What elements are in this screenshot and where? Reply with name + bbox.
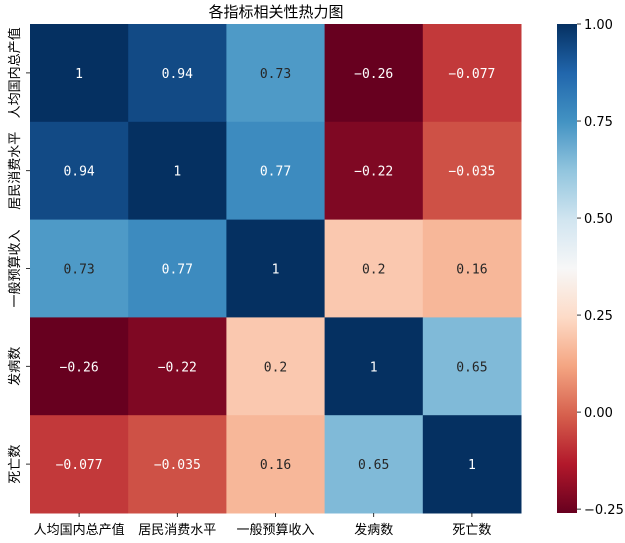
x-tick-label-3: 发病数	[354, 522, 393, 538]
cell-value-r2-c2: 1	[272, 263, 280, 278]
heatmap-cell-r4-c1	[128, 415, 227, 514]
heatmap-cell-r3-c1	[128, 317, 227, 416]
y-tick-label-2: 一般预算收入	[7, 229, 23, 307]
y-tick-label-3: 发病数	[7, 347, 23, 386]
cell-value-r3-c4: 0.65	[456, 360, 487, 375]
heatmap-cell-r0-c4	[422, 24, 522, 123]
cell-value-r0-c2: 0.73	[260, 67, 291, 82]
cell-value-r0-c1: 0.94	[162, 67, 193, 82]
cell-value-r0-c3: −0.26	[354, 67, 393, 82]
cell-value-r1-c4: −0.035	[448, 165, 495, 180]
cell-value-r0-c0: 1	[75, 67, 83, 82]
heatmap-cells: 1 0.94 0.73 −0.26 −0.077 0.94 1 0.77 −0.22 −0.035…	[30, 24, 522, 514]
colorbar-tick-label-1: 0.75	[584, 115, 613, 130]
heatmap-cell-r2-c4	[422, 219, 522, 318]
heatmap-cell-r4-c3	[324, 415, 424, 514]
cell-value-r2-c4: 0.16	[456, 263, 487, 278]
colorbar-gradient	[557, 24, 577, 513]
cell-value-r4-c2: 0.16	[260, 458, 291, 473]
heatmap-cell-r3-c3	[324, 317, 424, 416]
heatmap-cell-r2-c0	[30, 219, 129, 318]
heatmap-cell-r3-c2	[226, 317, 326, 416]
cell-value-r4-c0: −0.077	[56, 458, 103, 473]
colorbar-tick-label-2: 0.50	[584, 212, 613, 227]
heatmap-cell-r3-c4	[422, 317, 522, 416]
cell-value-r2-c1: 0.77	[162, 263, 193, 278]
heatmap-cell-r1-c1	[128, 121, 227, 221]
heatmap-cell-r1-c2	[226, 121, 326, 221]
x-axis-ticks: 人均国内总产值 居民消费水平 一般预算收入 发病数 死亡数	[34, 513, 491, 538]
cell-value-r3-c3: 1	[370, 360, 378, 375]
heatmap-cell-r2-c1	[128, 219, 227, 318]
cell-value-r1-c3: −0.22	[354, 165, 393, 180]
heatmap-cell-r1-c4	[422, 121, 522, 221]
cell-value-r3-c2: 0.2	[264, 360, 287, 375]
heatmap-cell-r0-c0	[30, 24, 129, 123]
heatmap-cell-r2-c3	[324, 219, 424, 318]
heatmap-cell-r4-c0	[30, 415, 129, 514]
x-tick-label-4: 死亡数	[452, 523, 491, 538]
x-tick-label-1: 居民消费水平	[138, 523, 216, 538]
heatmap-cell-r1-c0	[30, 121, 129, 221]
cell-value-r4-c4: 1	[468, 458, 476, 473]
cell-value-r3-c0: −0.26	[60, 360, 99, 375]
colorbar-tick-label-0: 1.00	[584, 18, 613, 33]
heatmap-cell-r0-c1	[128, 24, 227, 123]
y-tick-label-1: 居民消费水平	[8, 132, 23, 210]
heatmap-cell-r1-c3	[324, 121, 424, 221]
heatmap-cell-r0-c2	[226, 24, 326, 123]
cell-value-r0-c4: −0.077	[448, 67, 495, 82]
x-tick-label-0: 人均国内总产值	[34, 522, 125, 538]
cell-value-r2-c3: 0.2	[362, 263, 385, 278]
heatmap-cell-r3-c0	[30, 317, 129, 416]
heatmap-cell-r2-c2	[226, 219, 326, 318]
heatmap-cell-r0-c3	[324, 24, 424, 123]
cell-value-r4-c1: −0.035	[154, 458, 201, 473]
colorbar: 1.00 0.75 0.50 0.25 0.00 −0.25	[557, 18, 624, 518]
colorbar-tick-label-5: −0.25	[584, 503, 624, 518]
y-tick-label-0: 人均国内总产值	[7, 27, 23, 118]
y-tick-label-4: 死亡数	[8, 445, 23, 484]
cell-value-r1-c1: 1	[173, 165, 181, 180]
colorbar-tick-label-4: 0.00	[584, 406, 613, 421]
heatmap-cell-r4-c2	[226, 415, 326, 514]
chart-title: 各指标相关性热力图	[208, 3, 343, 21]
cell-value-r4-c3: 0.65	[358, 458, 389, 473]
cell-value-r1-c0: 0.94	[63, 165, 94, 180]
heatmap-cell-r4-c4	[422, 415, 522, 514]
cell-value-r3-c1: −0.22	[158, 360, 197, 375]
colorbar-tick-label-3: 0.25	[584, 309, 613, 324]
cell-value-r1-c2: 0.77	[260, 165, 291, 180]
x-tick-label-2: 一般预算收入	[236, 522, 314, 538]
cell-value-r2-c0: 0.73	[63, 263, 94, 278]
